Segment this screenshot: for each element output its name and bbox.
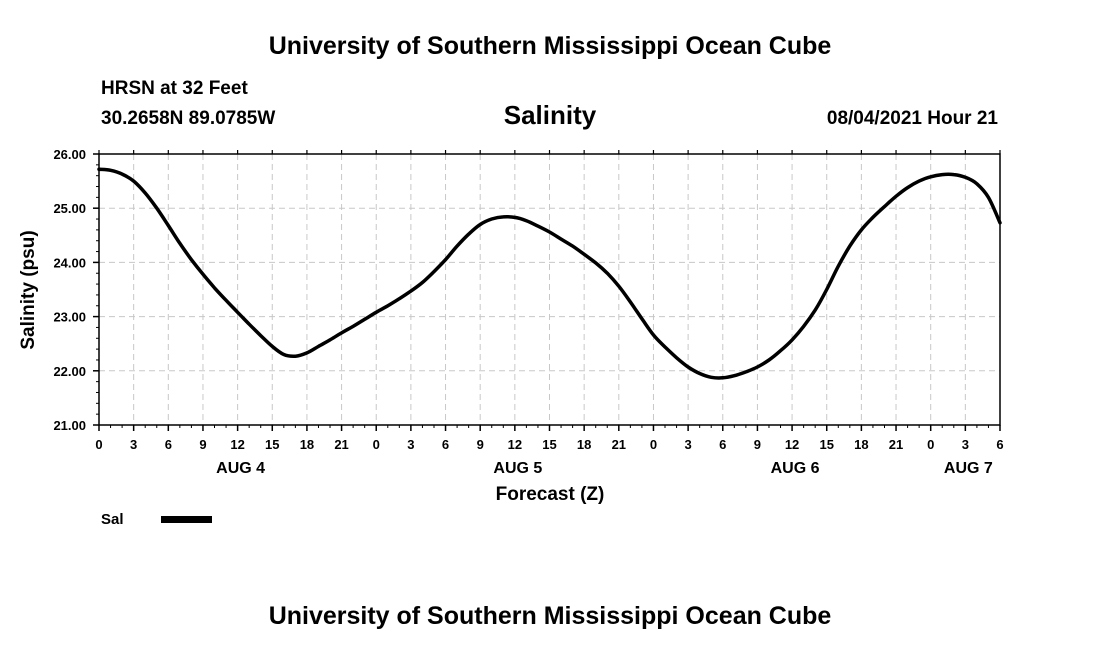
day-label: AUG 7 bbox=[944, 460, 993, 477]
y-tick-label: 25.00 bbox=[53, 201, 86, 216]
x-tick-label: 0 bbox=[650, 437, 657, 452]
forecast-datetime: 08/04/2021 Hour 21 bbox=[827, 108, 999, 129]
y-tick-label: 22.00 bbox=[53, 364, 86, 379]
x-tick-label: 9 bbox=[754, 437, 761, 452]
x-tick-label: 0 bbox=[927, 437, 934, 452]
top-title: University of Southern Mississippi Ocean… bbox=[269, 32, 832, 60]
x-tick-label: 9 bbox=[477, 437, 484, 452]
x-tick-label: 18 bbox=[577, 437, 591, 452]
x-tick-label: 15 bbox=[265, 437, 279, 452]
day-label: AUG 6 bbox=[771, 460, 820, 477]
x-tick-label: 21 bbox=[612, 437, 626, 452]
x-tick-label: 6 bbox=[165, 437, 172, 452]
y-tick-label: 26.00 bbox=[53, 147, 86, 162]
day-label: AUG 5 bbox=[493, 460, 542, 477]
x-tick-label: 3 bbox=[407, 437, 414, 452]
x-tick-label: 18 bbox=[300, 437, 314, 452]
x-axis-ticks: 0 3 6 9 12 15 18 21 0 3 6 9 12 15 18 21 0 3 6 9 12 15 18 21 0 3 6 bbox=[95, 150, 1004, 452]
y-tick-label: 24.00 bbox=[53, 255, 86, 270]
x-tick-label: 3 bbox=[684, 437, 691, 452]
plot-frame bbox=[98, 153, 1001, 426]
station-coords: 30.2658N 89.0785W bbox=[101, 108, 275, 129]
x-tick-label: 3 bbox=[130, 437, 137, 452]
day-label: AUG 4 bbox=[216, 460, 265, 477]
legend-swatch bbox=[161, 516, 212, 523]
x-axis-label: Forecast (Z) bbox=[496, 484, 605, 505]
x-tick-label: 12 bbox=[785, 437, 799, 452]
x-tick-label: 18 bbox=[854, 437, 868, 452]
x-tick-label: 21 bbox=[334, 437, 348, 452]
x-tick-label: 15 bbox=[819, 437, 833, 452]
salinity-series-line bbox=[97, 167, 1002, 380]
x-tick-label: 0 bbox=[95, 437, 102, 452]
chart-title: Salinity bbox=[504, 100, 597, 130]
x-tick-label: 9 bbox=[199, 437, 206, 452]
grid-lines bbox=[99, 154, 1000, 425]
x-tick-label: 21 bbox=[889, 437, 903, 452]
legend-label: Sal bbox=[101, 511, 124, 528]
x-tick-label: 6 bbox=[442, 437, 449, 452]
station-name: HRSN at 32 Feet bbox=[101, 78, 248, 99]
x-tick-label: 6 bbox=[719, 437, 726, 452]
x-tick-label: 15 bbox=[542, 437, 556, 452]
x-tick-label: 3 bbox=[962, 437, 969, 452]
x-tick-label: 0 bbox=[373, 437, 380, 452]
y-tick-label: 21.00 bbox=[53, 418, 86, 433]
y-tick-label: 23.00 bbox=[53, 310, 86, 325]
day-labels: AUG 4 AUG 5 AUG 6 AUG 7 bbox=[216, 460, 993, 477]
y-axis-label: Salinity (psu) bbox=[18, 230, 39, 349]
x-tick-label: 6 bbox=[996, 437, 1003, 452]
bottom-title: University of Southern Mississippi Ocean… bbox=[269, 602, 832, 630]
x-tick-label: 12 bbox=[230, 437, 244, 452]
y-axis-ticks: 21.00 22.00 23.00 24.00 25.00 26.00 bbox=[53, 147, 99, 433]
x-tick-label: 12 bbox=[508, 437, 522, 452]
